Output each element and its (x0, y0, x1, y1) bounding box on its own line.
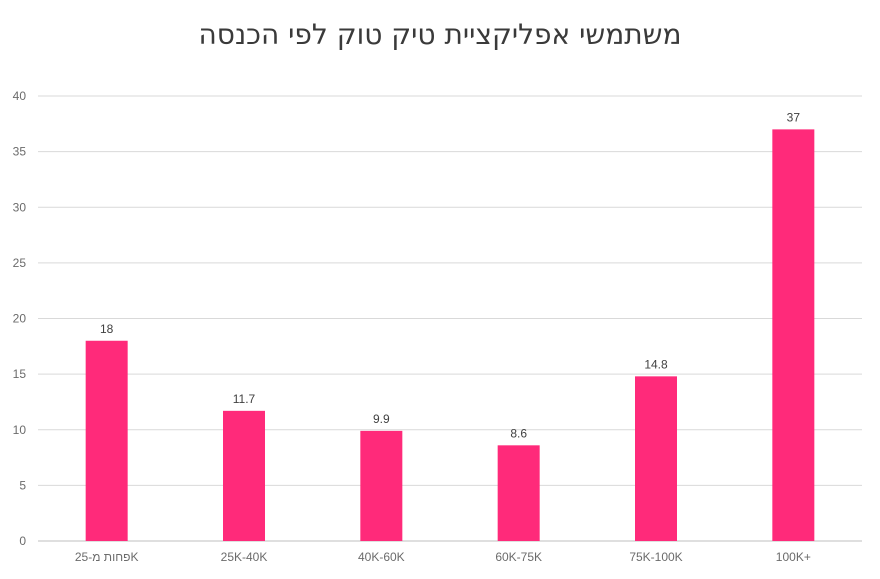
x-tick-label: 25K-40K (221, 550, 268, 564)
bar (772, 129, 815, 541)
y-tick-label: 10 (13, 423, 27, 437)
y-tick-label: 35 (13, 145, 27, 159)
x-tick-label: 40K-60K (358, 550, 405, 564)
y-tick-label: 0 (19, 534, 26, 548)
bar (497, 445, 540, 541)
data-label: 8.6 (510, 426, 527, 440)
x-tick-label: פחות מ-25K (75, 550, 139, 564)
y-tick-label: 25 (13, 256, 27, 270)
y-tick-label: 30 (13, 200, 27, 214)
chart-title: משתמשי אפליקציית טיק טוק לפי הכנסה (198, 18, 682, 51)
y-tick-label: 40 (13, 89, 27, 103)
y-tick-label: 5 (19, 478, 26, 492)
x-tick-label: 60K-75K (495, 550, 542, 564)
data-label: 11.7 (233, 392, 256, 406)
data-label: 18 (100, 322, 114, 336)
bar (635, 376, 677, 541)
y-tick-label: 15 (13, 367, 27, 381)
bar (223, 410, 265, 541)
y-tick-label: 20 (13, 312, 27, 326)
data-label: 9.9 (373, 412, 390, 426)
bar (360, 430, 403, 541)
bar (85, 340, 128, 541)
data-label: 14.8 (644, 357, 668, 371)
x-tick-label: 75K-100K (629, 550, 682, 564)
data-label: 37 (787, 110, 801, 124)
x-tick-label: 100K+ (776, 550, 811, 564)
